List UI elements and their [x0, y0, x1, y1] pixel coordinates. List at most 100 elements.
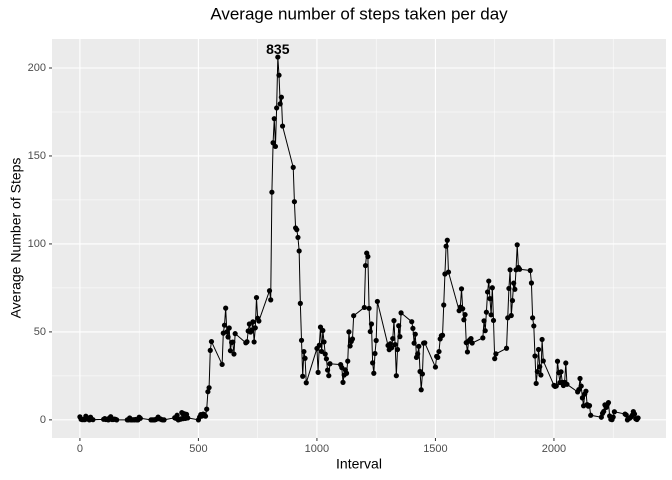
data-point [492, 356, 498, 362]
data-point [537, 364, 543, 370]
data-point [435, 354, 441, 361]
data-point [579, 395, 585, 401]
y-tick-label: 100 [28, 238, 46, 250]
data-point [586, 403, 593, 409]
data-point [251, 339, 257, 345]
data-point [351, 313, 357, 319]
data-point [294, 227, 300, 233]
data-point [539, 336, 545, 343]
data-point [202, 413, 209, 419]
data-point [367, 328, 373, 335]
data-point [137, 415, 143, 421]
data-point [489, 285, 495, 291]
data-point [161, 417, 167, 423]
data-point [219, 361, 225, 368]
data-point [223, 305, 229, 311]
data-point [327, 361, 333, 367]
data-point [324, 367, 331, 373]
data-point [419, 371, 426, 377]
data-point [530, 315, 536, 321]
data-point [610, 414, 616, 420]
data-point [460, 306, 466, 312]
data-point [296, 248, 302, 254]
data-point [290, 164, 296, 170]
data-point [511, 280, 517, 286]
x-axis-label: Interval [336, 456, 382, 472]
data-point [207, 347, 213, 353]
data-point [583, 388, 589, 394]
data-point [208, 338, 215, 345]
data-point [301, 348, 307, 355]
data-point [372, 350, 378, 357]
data-point [277, 101, 283, 107]
x-tick-label: 1500 [423, 443, 447, 455]
data-point [531, 323, 537, 329]
data-point [588, 412, 594, 418]
data-point [534, 369, 540, 375]
data-point [397, 334, 403, 340]
data-point [322, 351, 328, 357]
data-point [483, 309, 489, 315]
data-point [532, 353, 538, 359]
data-point [422, 340, 428, 346]
x-tick-label: 0 [77, 443, 83, 455]
data-point [514, 242, 520, 248]
data-point [343, 370, 350, 376]
data-point [487, 296, 493, 302]
data-point [256, 318, 262, 324]
data-point [231, 351, 237, 357]
data-point [516, 266, 523, 272]
data-point [486, 278, 492, 284]
data-point [432, 364, 439, 370]
data-point [464, 349, 471, 355]
y-tick-label: 200 [28, 62, 46, 74]
data-point [564, 381, 570, 387]
data-point [535, 346, 542, 353]
data-point [269, 189, 275, 195]
data-point [279, 123, 286, 129]
data-point [272, 143, 279, 150]
data-point [410, 325, 416, 331]
data-point [558, 369, 564, 375]
data-point [398, 310, 404, 316]
data-point [481, 318, 487, 324]
data-point [326, 373, 332, 379]
data-point [274, 105, 280, 111]
data-point [445, 269, 452, 275]
data-point [415, 351, 421, 357]
data-point [484, 289, 491, 295]
data-point [493, 351, 499, 357]
y-tick-label: 150 [28, 150, 46, 162]
data-point [204, 406, 210, 412]
data-point [253, 294, 260, 301]
x-tick-label: 1000 [305, 443, 329, 455]
annotation: 835 [266, 41, 290, 57]
data-point [482, 328, 488, 334]
data-point [268, 297, 274, 303]
data-point [468, 335, 474, 342]
data-point [295, 234, 301, 241]
data-point [393, 373, 399, 379]
data-point [266, 288, 273, 294]
data-point [441, 302, 447, 308]
data-point [461, 317, 467, 323]
data-point [533, 380, 539, 387]
data-point [443, 243, 449, 249]
data-point [225, 334, 231, 340]
data-point [394, 346, 401, 353]
data-point [436, 348, 442, 355]
data-point [362, 262, 369, 269]
data-point [297, 300, 303, 306]
data-point [232, 331, 238, 337]
data-point [635, 415, 641, 421]
data-point [315, 369, 321, 375]
data-point [366, 305, 372, 311]
data-point [373, 337, 379, 344]
data-point [275, 54, 281, 60]
data-point [553, 383, 559, 389]
data-point [488, 312, 494, 318]
data-point [371, 370, 377, 376]
data-point [388, 345, 395, 351]
data-point [462, 312, 468, 318]
